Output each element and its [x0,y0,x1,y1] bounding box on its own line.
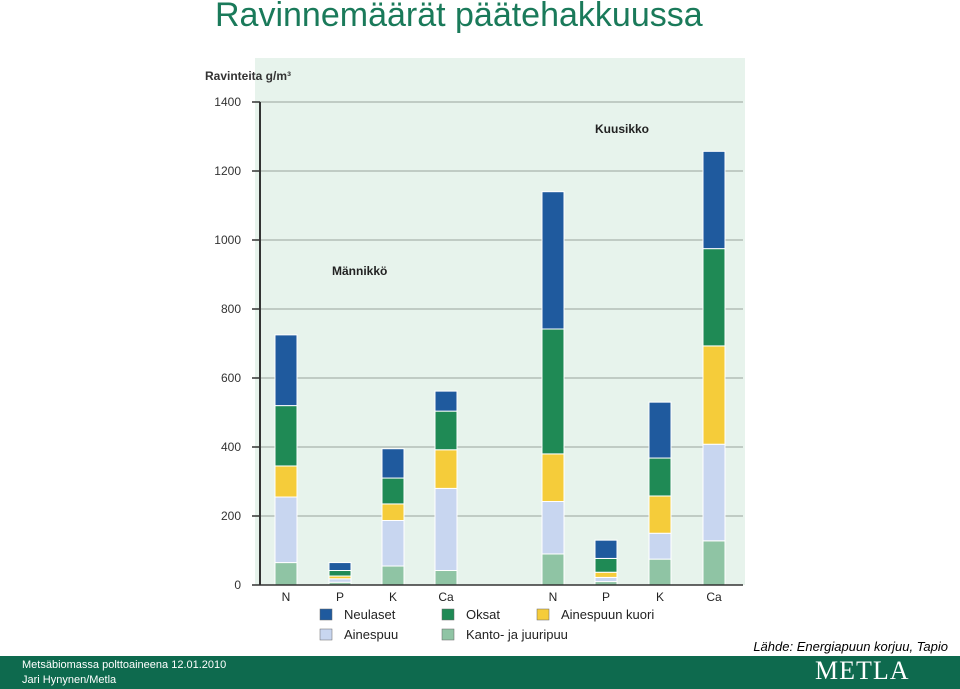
bar-segment [702,248,726,347]
source-note: Lähde: Energiapuun korjuu, Tapio [753,639,948,654]
y-tick-label: 200 [221,509,241,523]
bar-segment [541,191,565,330]
y-tick-labels: 0 200 400 600 800 1000 1200 1400 [214,95,260,592]
y-tick-label: 1200 [214,164,241,178]
y-tick-label: 1400 [214,95,241,109]
bar-segment [594,571,618,578]
legend-swatch [319,628,333,641]
y-tick-label: 1000 [214,233,241,247]
group-label-mannikko: Männikkö [332,264,387,278]
legend-swatch [536,608,550,621]
metla-logo: METLA [815,656,910,685]
bar-segment [274,562,298,586]
group-label-kuusikko: Kuusikko [595,122,649,136]
legend-swatch [441,608,455,621]
x-tick-label: Ca [706,590,722,604]
x-tick-label: N [282,590,291,604]
bar-segment [328,578,352,583]
x-tick-label: N [549,590,558,604]
legend-label: Oksat [466,607,500,622]
bar-segment [434,449,458,489]
bar-segment [541,453,565,503]
x-tick-label: Ca [438,590,454,604]
bar-segment [541,328,565,455]
bar-segment [328,570,352,577]
legend-label: Neulaset [344,607,396,622]
bar-segment [594,539,618,559]
bar-segment [434,487,458,572]
bar-segment [434,570,458,586]
bar-segment [274,496,298,564]
x-tick-label: P [602,590,610,604]
bar-segment [594,557,618,573]
footer-author-text: Jari Hynynen/Metla [22,674,117,686]
x-tick-label: P [336,590,344,604]
bar-segment [648,495,672,534]
bars [274,150,726,586]
bar-segment [381,519,405,567]
bar-segment [274,334,298,407]
bar-segment [648,401,672,459]
grid-lines [260,101,743,517]
slide-title: Ravinnemäärät päätehakkuussa [215,0,703,34]
y-axis-label: Ravinteita g/m³ [205,69,291,83]
y-tick-label: 0 [234,578,241,592]
bar-segment [702,443,726,542]
footer-bar [0,656,960,689]
x-tick-label: K [656,590,664,604]
bar-segment [541,501,565,555]
legend-swatch [319,608,333,621]
bar-segment [702,345,726,445]
footer-event-text: Metsäbiomassa polttoaineena 12.01.2010 [22,659,227,671]
bar-segment [381,565,405,586]
bar-segment [648,532,672,560]
y-tick-label: 400 [221,440,241,454]
bar-segment [381,503,405,521]
legend-swatch [441,628,455,641]
bar-segment [381,477,405,505]
x-tick-label: K [389,590,397,604]
legend-label: Ainespuun kuori [561,607,654,622]
bar-segment [328,562,352,572]
bar-segment [648,457,672,497]
bar-segment [434,390,458,412]
legend: Neulaset Oksat Ainespuun kuori Ainespuu Kant… [319,607,654,642]
bar-segment [594,576,618,583]
bar-segment [434,410,458,451]
y-tick-label: 800 [221,302,241,316]
bar-segment [648,558,672,586]
y-tick-label: 600 [221,371,241,385]
bar-segment [381,448,405,479]
stacked-bar-chart: 0 200 400 600 800 1000 1200 1400 N P K Ca N P K Ca Rav… [205,58,745,642]
legend-label: Ainespuu [344,627,398,642]
bar-segment [702,540,726,586]
bar-segment [274,465,298,498]
x-tick-labels: N P K Ca N P K Ca [282,590,722,604]
bar-segment [702,150,726,250]
bar-segment [274,405,298,467]
legend-label: Kanto- ja juuripuu [466,627,568,642]
bar-segment [541,553,565,586]
